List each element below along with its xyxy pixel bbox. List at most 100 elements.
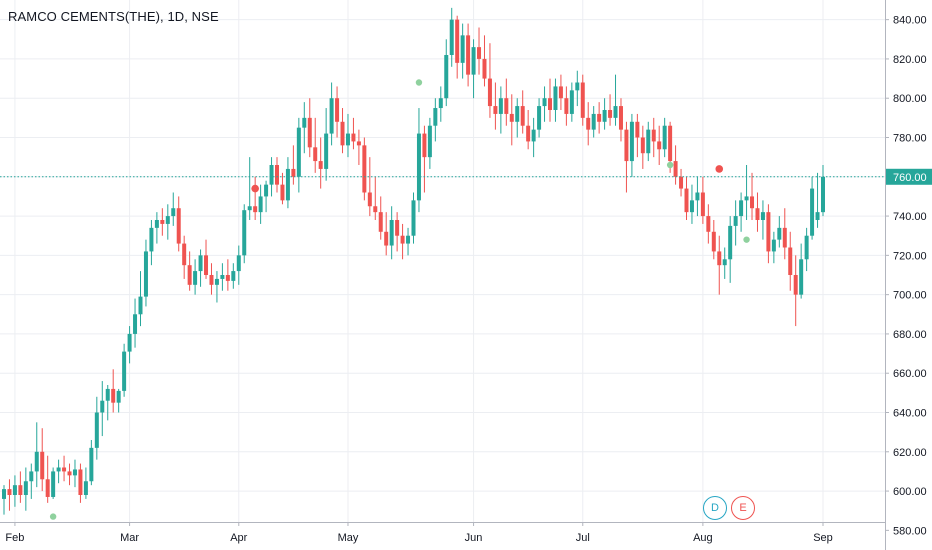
candle-body[interactable] xyxy=(127,333,132,352)
candle-body[interactable] xyxy=(367,192,372,207)
candle-body[interactable] xyxy=(154,220,159,228)
candle-body[interactable] xyxy=(335,98,340,122)
candle-body[interactable] xyxy=(498,98,503,114)
candle-body[interactable] xyxy=(247,206,252,211)
candle-body[interactable] xyxy=(640,137,645,154)
candle-body[interactable] xyxy=(29,471,34,482)
candle-body[interactable] xyxy=(542,98,547,107)
candle-body[interactable] xyxy=(515,106,520,122)
candle-body[interactable] xyxy=(433,108,438,126)
candle-body[interactable] xyxy=(548,98,552,110)
candle-body[interactable] xyxy=(477,47,482,59)
symbol-title[interactable]: RAMCO CEMENTS(THE), 1D, NSE xyxy=(8,9,219,24)
candle-body[interactable] xyxy=(466,35,471,75)
dividend-dot[interactable] xyxy=(415,79,423,86)
dividend-dot[interactable] xyxy=(743,236,750,243)
candle-body[interactable] xyxy=(384,231,389,246)
candle-body[interactable] xyxy=(750,196,755,209)
candle-body[interactable] xyxy=(187,265,192,285)
candle-body[interactable] xyxy=(78,469,83,495)
candle-body[interactable] xyxy=(733,216,738,226)
candle-body[interactable] xyxy=(821,176,825,213)
candle-body[interactable] xyxy=(165,216,170,224)
candle-body[interactable] xyxy=(782,227,787,248)
candle-body[interactable] xyxy=(307,117,312,148)
candle-body[interactable] xyxy=(427,125,432,158)
candle-body[interactable] xyxy=(116,390,121,403)
candle-body[interactable] xyxy=(329,98,334,134)
dividend-marker[interactable]: D xyxy=(703,496,727,520)
candle-body[interactable] xyxy=(668,125,673,162)
candle-body[interactable] xyxy=(722,259,727,266)
candle-body[interactable] xyxy=(553,86,558,110)
candle-body[interactable] xyxy=(313,147,318,162)
candle-body[interactable] xyxy=(493,106,498,114)
candle-body[interactable] xyxy=(673,161,678,177)
candle-body[interactable] xyxy=(34,451,39,472)
candle-body[interactable] xyxy=(400,235,405,244)
candle-body[interactable] xyxy=(662,125,667,150)
price-axis[interactable] xyxy=(885,0,932,550)
candle-body[interactable] xyxy=(51,471,56,497)
candle-body[interactable] xyxy=(766,212,771,252)
candle-body[interactable] xyxy=(618,106,623,130)
candle-body[interactable] xyxy=(62,467,67,472)
time-axis[interactable] xyxy=(0,522,885,550)
candle-body[interactable] xyxy=(728,225,733,260)
candle-body[interactable] xyxy=(220,275,225,279)
candle-body[interactable] xyxy=(225,275,230,281)
candle-body[interactable] xyxy=(580,82,585,118)
candle-body[interactable] xyxy=(684,188,689,213)
candle-body[interactable] xyxy=(575,82,580,91)
candle-body[interactable] xyxy=(264,184,269,197)
candle-body[interactable] xyxy=(406,235,411,244)
earnings-dot[interactable] xyxy=(715,165,724,173)
candle-body[interactable] xyxy=(149,227,154,252)
candle-body[interactable] xyxy=(526,125,531,142)
candle-body[interactable] xyxy=(504,98,509,114)
candle-body[interactable] xyxy=(602,110,607,122)
candle-body[interactable] xyxy=(613,106,618,118)
candle-body[interactable] xyxy=(629,121,634,162)
candle-body[interactable] xyxy=(744,196,749,201)
candle-body[interactable] xyxy=(318,161,323,169)
candle-body[interactable] xyxy=(143,251,148,297)
candle-body[interactable] xyxy=(717,251,722,266)
candle-body[interactable] xyxy=(482,58,487,79)
candle-body[interactable] xyxy=(94,412,99,448)
candle-body[interactable] xyxy=(471,47,476,75)
candle-body[interactable] xyxy=(455,19,460,63)
candle-body[interactable] xyxy=(280,184,285,201)
candle-body[interactable] xyxy=(89,447,94,482)
candle-body[interactable] xyxy=(416,133,421,201)
candle-body[interactable] xyxy=(56,467,61,472)
candle-body[interactable] xyxy=(520,106,525,126)
candle-body[interactable] xyxy=(657,141,662,150)
candle-body[interactable] xyxy=(411,200,416,236)
candle-body[interactable] xyxy=(777,227,782,240)
candle-body[interactable] xyxy=(302,117,307,128)
dividend-dot[interactable] xyxy=(666,161,674,169)
candle-body[interactable] xyxy=(389,220,394,246)
candle-body[interactable] xyxy=(558,86,563,99)
candle-body[interactable] xyxy=(799,259,804,295)
candle-body[interactable] xyxy=(12,485,17,495)
plot-area[interactable] xyxy=(0,0,885,522)
candle-body[interactable] xyxy=(438,98,443,109)
candle-body[interactable] xyxy=(340,121,345,146)
candle-body[interactable] xyxy=(356,141,361,146)
candle-body[interactable] xyxy=(236,255,241,272)
candle-body[interactable] xyxy=(18,485,23,495)
candle-body[interactable] xyxy=(204,255,209,275)
candle-body[interactable] xyxy=(739,200,744,217)
candle-body[interactable] xyxy=(231,271,236,281)
dividend-dot[interactable] xyxy=(49,513,57,520)
candle-body[interactable] xyxy=(198,255,203,272)
candle-body[interactable] xyxy=(242,210,247,256)
candle-body[interactable] xyxy=(324,133,329,169)
candle-body[interactable] xyxy=(700,192,705,217)
candle-body[interactable] xyxy=(160,220,165,224)
candle-body[interactable] xyxy=(804,235,809,260)
candle-body[interactable] xyxy=(373,206,378,213)
candle-body[interactable] xyxy=(23,481,28,495)
